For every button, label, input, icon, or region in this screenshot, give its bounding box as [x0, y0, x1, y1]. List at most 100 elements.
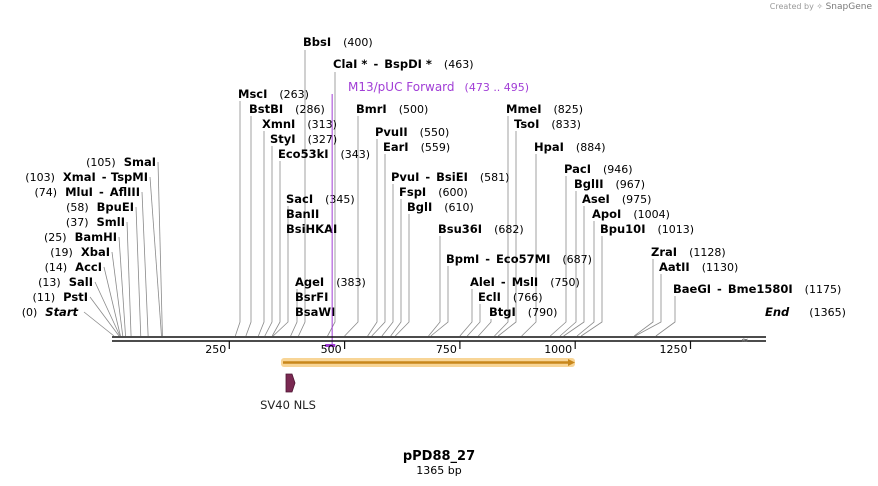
orf-arrow[interactable] [281, 358, 575, 367]
site-label-bamhi[interactable]: (25) BamHI [44, 230, 117, 244]
leader-line-hpai [521, 154, 537, 337]
site-label-xbai[interactable]: (19) XbaI [50, 245, 110, 259]
site-label-start[interactable]: (0) Start [22, 305, 79, 319]
site-label-fspi[interactable]: FspI (600) [399, 185, 468, 199]
leader-line-xmni [257, 131, 265, 337]
leader-line-styi [264, 146, 273, 337]
leader-line-start [83, 311, 115, 337]
credit-brand: SnapGene [825, 2, 872, 12]
site-label-btgi[interactable]: BtgI (790) [489, 305, 557, 319]
leader-line-xmai-tspmi [149, 176, 162, 337]
leader-line-apoi [576, 221, 595, 337]
leader-line-fspi [390, 199, 402, 337]
site-label-end[interactable]: End (1365) [765, 305, 846, 319]
site-label-agei[interactable]: AgeI (383) [295, 275, 366, 289]
backbone-break-icon: ≈ [741, 336, 749, 346]
site-label-paci[interactable]: PacI (946) [564, 162, 633, 176]
site-label-mlui-afliii[interactable]: (74) MluI - AflIII [35, 185, 141, 199]
leader-line-smli [126, 221, 132, 337]
site-labels: (0) Start(11) PstI(13) SalI(14) AccI(19) XbaI… [22, 35, 846, 319]
site-label-alei-msli[interactable]: AleI - MslI (750) [470, 275, 580, 289]
site-label-bsawi[interactable]: BsaWI [295, 305, 335, 319]
site-label-bpu10i[interactable]: Bpu10I (1013) [600, 222, 694, 236]
feature-sv40-nls[interactable]: SV40 NLS [260, 373, 316, 412]
site-label-eco53ki[interactable]: Eco53kI (343) [278, 147, 370, 161]
leader-line-acci [103, 266, 121, 337]
site-label-asei[interactable]: AseI (975) [582, 192, 651, 206]
site-label-banii[interactable]: BanII [286, 207, 319, 221]
site-label-msci[interactable]: MscI (263) [238, 87, 309, 101]
plasmid-name: pPD88_27 [403, 449, 475, 464]
site-label-acci[interactable]: (14) AccI [45, 260, 102, 274]
leader-line-aatii [634, 274, 662, 337]
leader-line-asei [563, 206, 585, 337]
leader-line-bmri [344, 116, 359, 337]
site-leader-lines [83, 50, 676, 337]
leader-line-pvui-bsiei [381, 184, 394, 337]
site-label-smai[interactable]: (105) SmaI [86, 155, 156, 169]
site-label-xmni[interactable]: XmnI (313) [262, 117, 337, 131]
snapgene-credit: Created by ✧ SnapGene [770, 2, 872, 12]
leader-line-bsu36i [428, 236, 441, 337]
leader-line-bamhi [118, 236, 126, 337]
leader-line-sali [94, 281, 121, 337]
primer-mark [325, 344, 336, 347]
site-label-styi[interactable]: StyI (327) [270, 132, 337, 146]
primer-label: M13/pUC Forward (473 .. 495) [348, 80, 529, 94]
site-label-apoi[interactable]: ApoI (1004) [592, 207, 670, 221]
leader-line-eco53ki [271, 161, 281, 337]
leader-line-saci [272, 206, 289, 337]
leader-line-bpuei [135, 206, 142, 337]
site-label-bpuei[interactable]: (58) BpuEI [66, 200, 134, 214]
site-label-bbsi[interactable]: BbsI (400) [303, 35, 373, 49]
site-label-bsrfi[interactable]: BsrFI [295, 290, 328, 304]
feature-label: SV40 NLS [260, 398, 316, 412]
site-label-xmai-tspmi[interactable]: (103) XmaI - TspMI [25, 170, 148, 184]
site-label-bsu36i[interactable]: Bsu36I (682) [438, 222, 524, 236]
site-label-sali[interactable]: (13) SalI [38, 275, 93, 289]
site-label-bglii[interactable]: BglII (967) [574, 177, 645, 191]
leader-line-btgi [478, 319, 492, 337]
site-label-ecli[interactable]: EclI (766) [478, 290, 543, 304]
site-label-eari[interactable]: EarI (559) [383, 140, 450, 154]
leader-line-smai [157, 161, 163, 337]
leader-line-paci [550, 176, 567, 337]
axis-tick-label: 250 [205, 343, 226, 356]
credit-prefix: Created by [769, 2, 814, 11]
site-label-bsihkai[interactable]: BsiHKAI [286, 222, 337, 236]
site-label-pvuii[interactable]: PvuII (550) [375, 125, 449, 139]
site-label-zrai[interactable]: ZraI (1128) [651, 245, 726, 259]
site-label-saci[interactable]: SacI (345) [286, 192, 355, 206]
site-label-tsoi[interactable]: TsoI (833) [514, 117, 581, 131]
site-label-aatii[interactable]: AatII (1130) [659, 260, 738, 274]
axis-tick-label: 750 [436, 343, 457, 356]
leader-line-bpmi-eco57mi [430, 266, 449, 337]
site-label-bstbi[interactable]: BstBI (286) [249, 102, 325, 116]
dna-backbone: ≈ [112, 336, 766, 346]
site-label-bgli[interactable]: BglI (610) [407, 200, 474, 214]
leader-line-clai-bspdi [327, 72, 336, 337]
leader-line-mmei [494, 116, 509, 337]
site-label-hpai[interactable]: HpaI (884) [534, 140, 606, 154]
leader-line-agei [290, 289, 298, 337]
site-label-bmri[interactable]: BmrI (500) [356, 102, 428, 116]
leader-line-zrai [633, 259, 654, 337]
site-label-psti[interactable]: (11) PstI [33, 290, 88, 304]
axis-tick-label: 500 [321, 343, 342, 356]
site-label-smli[interactable]: (37) SmlI [66, 215, 125, 229]
leader-line-psti [89, 296, 120, 337]
site-label-mmei[interactable]: MmeI (825) [506, 102, 583, 116]
site-label-baegi-bme1580i[interactable]: BaeGI - Bme1580I (1175) [673, 282, 841, 296]
site-label-bpmi-eco57mi[interactable]: BpmI - Eco57MI (687) [446, 252, 592, 266]
leader-line-alei-msli [459, 289, 473, 337]
primer-m13-puc-forward[interactable]: M13/pUC Forward (473 .. 495) [325, 80, 529, 347]
leader-line-pvuii [367, 139, 378, 337]
site-label-clai-bspdi[interactable]: ClaI * - BspDI * (463) [333, 57, 474, 71]
site-label-pvui-bsiei[interactable]: PvuI - BsiEI (581) [391, 170, 509, 184]
leader-line-bbsi [298, 50, 306, 337]
leader-line-msci [234, 101, 241, 337]
plasmid-length: 1365 bp [416, 464, 461, 477]
leader-line-mlui-afliii [141, 191, 149, 337]
axis-tick-label: 1000 [544, 343, 572, 356]
